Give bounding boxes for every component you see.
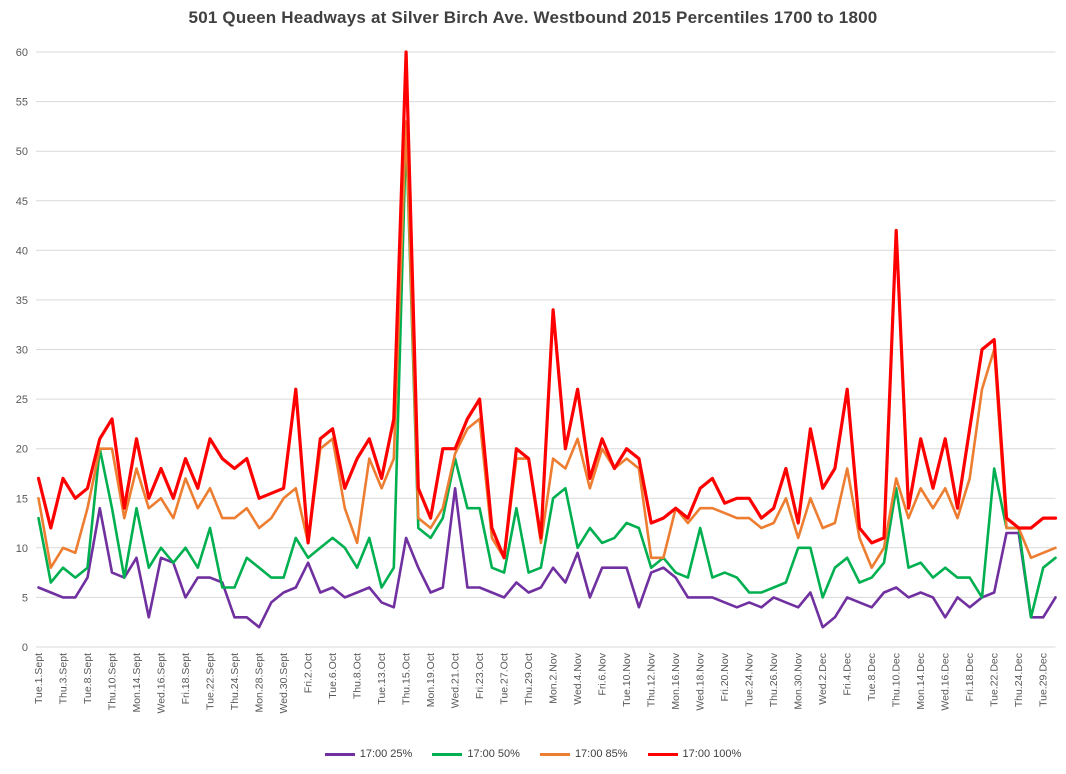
y-tick-label: 25 <box>16 394 28 406</box>
x-tick-label: Mon.14.Sept <box>131 653 143 713</box>
x-tick-label: Tue.8.Sept <box>82 653 94 704</box>
x-tick-label: Fri.18.Sept <box>180 653 192 704</box>
legend-item-50: 17:00 50% <box>432 748 520 760</box>
x-tick-label: Tue.13.Oct <box>376 653 388 705</box>
x-tick-label: Fri.4.Dec <box>842 653 854 696</box>
x-tick-label: Tue.1.Sept <box>33 653 45 704</box>
x-tick-label: Thu.10.Dec <box>891 653 903 707</box>
legend-swatch <box>539 752 570 756</box>
x-tick-label: Tue.29.Dec <box>1038 653 1050 707</box>
y-tick-label: 45 <box>16 196 28 208</box>
x-tick-label: Tue.22.Dec <box>989 653 1001 707</box>
y-tick-label: 55 <box>16 97 28 109</box>
x-tick-label: Wed.30.Sept <box>278 653 290 714</box>
y-tick-label: 10 <box>16 543 28 555</box>
chart-title: 501 Queen Headways at Silver Birch Ave. … <box>188 8 878 27</box>
x-tick-label: Thu.10.Sept <box>107 653 119 710</box>
y-tick-label: 15 <box>16 493 28 505</box>
y-tick-label: 0 <box>22 642 28 654</box>
series-line-170025 <box>37 486 1057 629</box>
chart-legend: 17:00 25% 17:00 50% 17:00 85% 17:00 100% <box>0 748 1066 760</box>
x-tick-label: Tue.8.Dec <box>866 653 878 701</box>
legend-label: 17:00 50% <box>467 748 520 760</box>
x-tick-label: Fri.18.Dec <box>964 653 976 701</box>
x-tick-label: Thu.8.Oct <box>352 653 364 699</box>
legend-label: 17:00 25% <box>359 748 413 760</box>
x-tick-label: Wed.2.Dec <box>817 653 829 705</box>
legend-swatch <box>324 752 355 756</box>
legend-item-100: 17:00 100% <box>647 748 742 760</box>
x-tick-label: Wed.18.Nov <box>695 652 707 710</box>
x-tick-label: Mon.2.Nov <box>548 652 560 704</box>
x-tick-label: Wed.4.Nov <box>572 652 584 704</box>
series-line-170085 <box>37 120 1057 570</box>
x-tick-label: Mon.16.Nov <box>670 652 682 709</box>
y-tick-label: 40 <box>16 245 28 257</box>
legend-label: 17:00 100% <box>682 748 742 760</box>
x-tick-label: Mon.14.Dec <box>915 653 927 710</box>
legend-item-25: 17:00 25% <box>324 748 413 760</box>
y-tick-label: 50 <box>16 146 28 158</box>
legend-item-85: 17:00 85% <box>539 748 628 760</box>
x-tick-label: Fri.20.Nov <box>719 652 731 701</box>
x-tick-label: Mon.30.Nov <box>793 652 805 709</box>
y-tick-label: 60 <box>16 47 28 59</box>
x-tick-label: Thu.24.Dec <box>1013 653 1025 707</box>
x-tick-label: Fri.23.Oct <box>474 653 486 699</box>
x-tick-label: Mon.19.Oct <box>425 653 437 707</box>
series-line-170050 <box>37 130 1057 619</box>
y-tick-label: 20 <box>16 444 28 456</box>
x-tick-label: Tue.22.Sept <box>205 653 217 710</box>
y-tick-label: 5 <box>22 592 28 604</box>
x-tick-label: Thu.24.Sept <box>229 653 241 710</box>
legend-swatch <box>647 752 678 756</box>
x-tick-label: Fri.2.Oct <box>303 653 315 693</box>
series-line-1700100 <box>36 50 1058 560</box>
y-tick-label: 35 <box>16 295 28 307</box>
x-tick-label: Thu.29.Oct <box>523 653 535 705</box>
x-tick-label: Tue.27.Oct <box>499 653 511 705</box>
x-tick-label: Tue.24.Nov <box>744 652 756 707</box>
x-tick-label: Wed.16.Dec <box>940 653 952 711</box>
y-tick-label: 30 <box>16 345 28 357</box>
x-tick-label: Thu.26.Nov <box>768 652 780 707</box>
x-tick-label: Thu.15.Oct <box>401 653 413 705</box>
x-tick-label: Mon.28.Sept <box>254 653 266 713</box>
x-tick-label: Tue.10.Nov <box>621 652 633 707</box>
x-tick-label: Wed.16.Sept <box>156 653 168 714</box>
x-tick-label: Thu.12.Nov <box>646 652 658 707</box>
legend-label: 17:00 85% <box>574 748 628 760</box>
x-tick-label: Wed.21.Oct <box>450 653 462 708</box>
x-tick-label: Tue.6.Oct <box>327 653 339 699</box>
legend-swatch <box>432 752 463 756</box>
x-tick-label: Fri.6.Nov <box>597 652 609 695</box>
x-tick-label: Thu.3.Sept <box>58 653 70 704</box>
